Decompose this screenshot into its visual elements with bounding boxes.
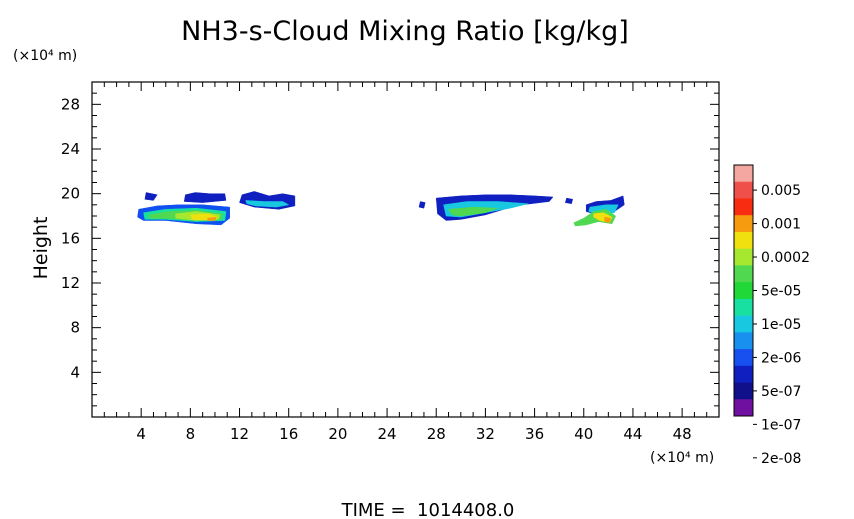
colorbar-swatch — [734, 248, 753, 266]
cloud-region-14 — [564, 197, 574, 204]
y-tick-label: 20 — [61, 185, 80, 203]
colorbar-swatch — [734, 349, 753, 367]
y-axis-label: Height — [30, 217, 52, 280]
cloud-region-9 — [207, 216, 217, 221]
cloud-region-10 — [418, 201, 426, 209]
colorbar-swatch — [734, 365, 753, 383]
x-tick-label: 4 — [136, 425, 146, 443]
plot-frame — [91, 81, 720, 418]
x-tick-label: 28 — [427, 425, 446, 443]
time-label: TIME = 1014408.0 — [341, 500, 515, 519]
y-tick-label: 4 — [70, 363, 80, 381]
x-tick-label: 44 — [623, 425, 642, 443]
x-tick-label: 12 — [230, 425, 249, 443]
y-tick-label: 24 — [61, 140, 80, 158]
colorbar-swatch — [734, 315, 753, 333]
x-tick-label: 48 — [673, 425, 692, 443]
colorbar-swatch — [734, 282, 753, 300]
x-tick-label: 16 — [279, 425, 298, 443]
colorbar-swatch — [734, 265, 753, 283]
colorbar-swatch — [734, 298, 753, 316]
colorbar-swatch — [734, 198, 753, 216]
y-tick-label: 28 — [61, 95, 80, 113]
colorbar-swatch — [734, 181, 753, 199]
y-tick-label: 16 — [61, 229, 80, 247]
colorbar-label: 1e-07 — [761, 417, 801, 433]
plot-area — [137, 191, 625, 227]
chart-title: NH3-s-Cloud Mixing Ratio [kg/kg] — [181, 16, 629, 47]
colorbar-label: 2e-06 — [761, 350, 801, 366]
cloud-region-13 — [448, 206, 498, 217]
colorbar: 0.005 0.001 0.0002 5e-05 1e-05 2e-06 5e-07 1e-0… — [733, 164, 810, 467]
x-tick-label: 32 — [476, 425, 495, 443]
x-unit-label: (×10⁴ m) — [650, 450, 714, 466]
colorbar-swatch — [734, 165, 753, 183]
y-unit-label: (×10⁴ m) — [13, 48, 77, 64]
colorbar-swatch — [734, 332, 753, 350]
colorbar-label: 5e-07 — [761, 384, 801, 400]
y-tick-label: 12 — [61, 274, 80, 292]
colorbar-swatch — [734, 382, 753, 400]
colorbar-swatch — [734, 231, 753, 249]
colorbar-label: 0.0002 — [761, 250, 810, 266]
x-tick-label: 20 — [328, 425, 347, 443]
colorbar-swatch — [734, 399, 753, 417]
colorbar-label: 5e-05 — [761, 284, 801, 300]
colorbar-label: 0.001 — [761, 217, 801, 233]
x-tick-label: 36 — [525, 425, 544, 443]
y-tick-label: 8 — [70, 319, 80, 337]
x-tick-label: 8 — [186, 425, 196, 443]
colorbar-label: 2e-08 — [761, 451, 801, 467]
colorbar-swatch — [734, 215, 753, 233]
colorbar-label: 1e-05 — [761, 317, 801, 333]
cloud-region-1 — [183, 192, 227, 203]
cloud-region-19 — [604, 216, 612, 223]
x-tick-label: 40 — [574, 425, 593, 443]
cloud-region-0 — [144, 192, 158, 201]
x-tick-label: 24 — [378, 425, 397, 443]
colorbar-label: 0.005 — [761, 183, 801, 199]
cloud-region-3 — [245, 200, 290, 208]
